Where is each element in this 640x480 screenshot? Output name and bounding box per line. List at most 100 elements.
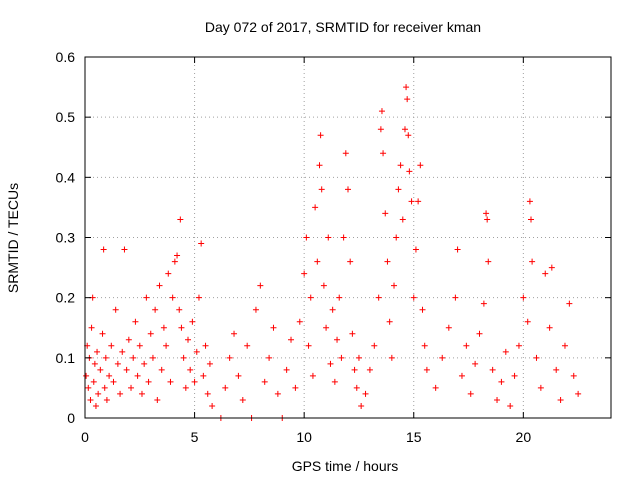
data-point	[261, 378, 268, 385]
data-point	[345, 186, 351, 193]
data-point	[180, 354, 187, 361]
data-point	[149, 354, 156, 361]
data-point	[121, 246, 128, 253]
data-point	[467, 390, 474, 397]
y-tick-label: 0.4	[56, 169, 76, 185]
data-point	[169, 294, 176, 301]
data-point	[410, 294, 417, 301]
data-point	[404, 96, 411, 103]
data-point	[167, 378, 174, 385]
data-point	[266, 354, 273, 361]
data-point	[110, 378, 117, 385]
data-point	[452, 294, 459, 301]
data-point	[336, 294, 343, 301]
data-point	[472, 360, 479, 367]
data-point	[114, 360, 121, 367]
x-tick-label: 15	[406, 429, 422, 445]
x-tick-label: 0	[81, 429, 89, 445]
data-point	[108, 342, 115, 349]
y-tick-label: 0.1	[56, 350, 76, 366]
data-point	[463, 342, 470, 349]
y-tick-label: 0.3	[56, 230, 76, 246]
data-point	[401, 126, 408, 133]
data-point	[231, 330, 238, 337]
data-point	[546, 324, 553, 331]
data-point	[239, 396, 246, 403]
data-point	[371, 342, 378, 349]
data-point	[270, 324, 277, 331]
data-point	[391, 282, 398, 289]
data-point	[507, 402, 514, 409]
data-point	[123, 366, 130, 373]
data-point	[412, 246, 419, 253]
data-point	[130, 354, 137, 361]
data-point	[143, 294, 150, 301]
data-point	[432, 384, 439, 391]
y-axis-label: SRMTID / TECUs	[5, 183, 21, 293]
data-point	[160, 324, 167, 331]
data-point	[103, 396, 110, 403]
data-point	[316, 162, 323, 169]
data-point	[421, 342, 428, 349]
data-point	[307, 294, 314, 301]
data-point	[502, 348, 509, 355]
data-point	[88, 324, 95, 331]
x-tick-label: 20	[516, 429, 532, 445]
data-point	[90, 378, 97, 385]
data-point	[403, 84, 410, 91]
data-point	[296, 318, 303, 325]
data-point	[83, 372, 90, 379]
data-point	[292, 384, 299, 391]
data-point	[485, 258, 492, 265]
data-point	[301, 270, 308, 277]
data-point	[195, 294, 202, 301]
data-point	[358, 402, 365, 409]
data-point	[252, 306, 259, 313]
data-point	[132, 318, 139, 325]
data-point	[97, 366, 104, 373]
data-point	[557, 396, 564, 403]
data-point	[423, 366, 430, 373]
plot-border	[84, 56, 612, 419]
data-point	[458, 372, 465, 379]
data-point	[222, 384, 229, 391]
data-point	[191, 378, 198, 385]
chart-title: Day 072 of 2017, SRMTID for receiver kma…	[205, 19, 481, 35]
data-point	[378, 108, 385, 115]
data-point	[533, 354, 540, 361]
y-tick-label: 0.5	[56, 109, 76, 125]
data-point	[204, 390, 211, 397]
data-point	[156, 282, 163, 289]
data-point	[340, 234, 347, 241]
data-point	[526, 198, 533, 205]
data-point	[244, 342, 251, 349]
data-point	[405, 132, 412, 139]
data-point	[331, 378, 338, 385]
data-point	[257, 282, 264, 289]
data-point	[87, 396, 94, 403]
data-point	[347, 258, 354, 265]
data-point	[314, 258, 321, 265]
data-point	[317, 132, 324, 139]
data-point	[193, 348, 200, 355]
data-point	[182, 384, 189, 391]
data-point	[165, 270, 172, 277]
data-point	[362, 390, 369, 397]
data-point	[397, 162, 404, 169]
data-point	[94, 348, 101, 355]
data-point	[351, 366, 358, 373]
data-point	[198, 240, 205, 247]
data-point	[283, 366, 290, 373]
data-point	[380, 150, 387, 157]
data-point	[106, 372, 113, 379]
x-axis-label: GPS time / hours	[292, 458, 399, 474]
data-point	[138, 390, 145, 397]
x-tick-label: 5	[191, 429, 199, 445]
data-point	[342, 150, 349, 157]
data-point	[553, 366, 560, 373]
data-point	[305, 342, 312, 349]
y-tick-label: 0.2	[56, 290, 76, 306]
data-point	[303, 234, 310, 241]
data-point	[480, 300, 487, 307]
